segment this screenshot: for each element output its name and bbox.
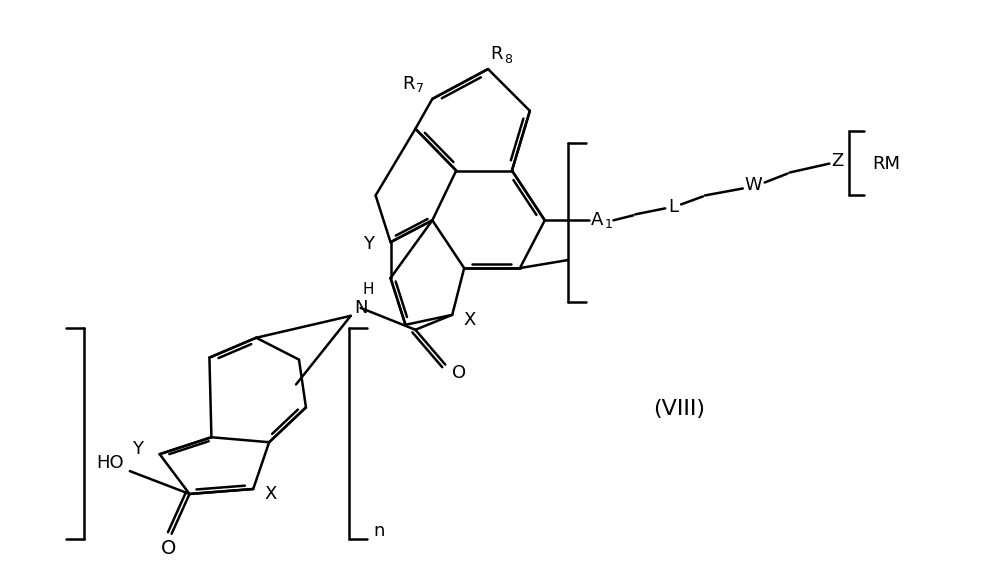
Text: Y: Y <box>364 235 375 253</box>
Text: R: R <box>403 75 415 93</box>
Text: 7: 7 <box>417 82 425 95</box>
Text: Z: Z <box>831 152 843 170</box>
Text: RM: RM <box>872 154 900 173</box>
Text: O: O <box>161 539 176 558</box>
Text: L: L <box>668 198 678 216</box>
Text: 1: 1 <box>604 218 612 231</box>
Text: H: H <box>363 282 375 298</box>
Text: R: R <box>491 45 502 63</box>
Text: O: O <box>453 364 467 382</box>
Text: Y: Y <box>132 440 143 458</box>
Text: W: W <box>745 177 762 194</box>
Text: X: X <box>265 485 278 503</box>
Text: X: X <box>464 311 477 329</box>
Text: N: N <box>354 299 368 317</box>
Text: n: n <box>373 522 385 540</box>
Text: A: A <box>590 211 603 229</box>
Text: HO: HO <box>96 454 124 472</box>
Text: 8: 8 <box>503 53 511 66</box>
Text: (VIII): (VIII) <box>653 399 705 419</box>
